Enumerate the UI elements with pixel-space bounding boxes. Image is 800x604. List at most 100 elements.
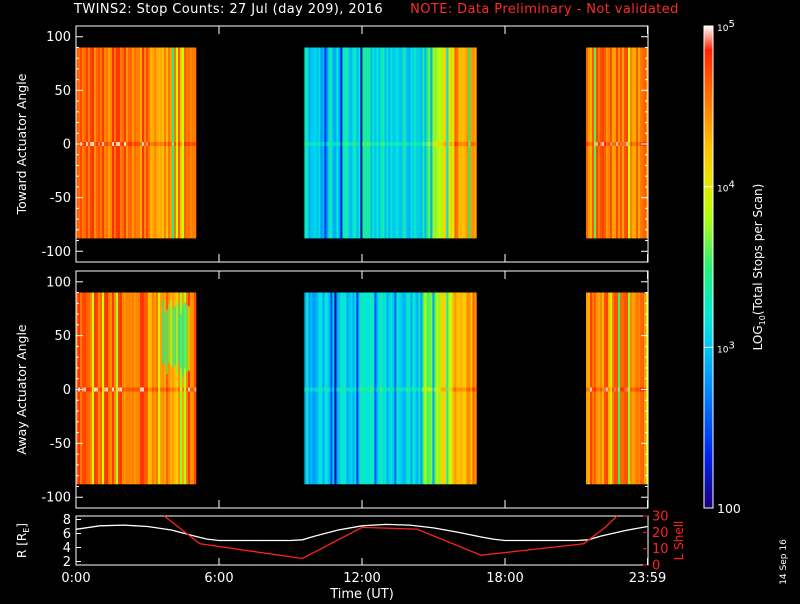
left-axis-label: R [RE] [15, 523, 31, 558]
heatmap-zero-band [446, 387, 449, 392]
heatmap-zero-band [406, 142, 409, 146]
heatmap-zero-band [328, 387, 331, 392]
heatmap-zero-band [360, 142, 363, 146]
heatmap-zero-band [352, 387, 355, 392]
heatmap-zero-band [328, 142, 331, 146]
heatmap-zero-band [404, 387, 407, 392]
heatmap-zero-band [146, 387, 149, 392]
heatmap-zero-band [458, 387, 461, 392]
heatmap-zero-band [628, 387, 631, 392]
heatmap-zero-band [130, 387, 133, 392]
heatmap-zero-band [152, 387, 155, 392]
heatmap-zero-band [150, 387, 153, 392]
heatmap-zero-band [606, 142, 609, 146]
heatmap-zero-band [166, 387, 169, 392]
heatmap-zero-band [108, 142, 111, 146]
heatmap-zero-band [432, 387, 435, 392]
heatmap-zero-band [602, 142, 605, 146]
heatmap-zero-band [152, 142, 155, 146]
left-tick-label: 4 [63, 541, 71, 556]
heatmap-zero-band [632, 142, 635, 146]
heatmap-texture [172, 308, 175, 368]
heatmap-zero-band [620, 387, 623, 392]
heatmap-zero-band [604, 142, 607, 146]
heatmap-zero-band [594, 387, 597, 392]
right-tick-label: 30 [652, 510, 669, 525]
heatmap-texture [186, 305, 189, 372]
y-tick-label: 50 [54, 329, 71, 344]
heatmap-zero-band [118, 387, 121, 392]
heatmap-zero-band [634, 142, 637, 146]
heatmap-zero-band [314, 387, 317, 392]
heatmap-zero-band [106, 142, 109, 146]
heatmap-zero-band [632, 387, 635, 392]
heatmap-zero-band [86, 142, 89, 146]
heatmap-zero-band [304, 142, 307, 146]
heatmap-zero-band [630, 387, 633, 392]
heatmap-zero-band [194, 142, 197, 146]
heatmap-zero-band [116, 387, 119, 392]
heatmap-zero-band [444, 142, 447, 146]
heatmap-zero-band [136, 142, 139, 146]
heatmap-segment-2 [304, 292, 477, 485]
heatmap-zero-band [454, 142, 457, 146]
heatmap-zero-band [370, 142, 373, 146]
heatmap-zero-band [462, 387, 465, 392]
heatmap-zero-band [424, 387, 427, 392]
heatmap-zero-band [174, 387, 177, 392]
heatmap-zero-band [180, 387, 183, 392]
heatmap-zero-band [110, 142, 113, 146]
heatmap-zero-band [110, 387, 113, 392]
heatmap-zero-band [322, 387, 325, 392]
heatmap-zero-band [470, 142, 473, 146]
y-axis-label-2: Away Actuator Angle [14, 324, 29, 455]
heatmap-zero-band [600, 142, 603, 146]
heatmap-zero-band [392, 142, 395, 146]
heatmap-zero-band [326, 142, 329, 146]
left-tick-label: 6 [63, 527, 71, 542]
heatmap-texture [188, 306, 191, 371]
heatmap-zero-band [588, 387, 591, 392]
heatmap-zero-band [142, 142, 145, 146]
heatmap-zero-band [126, 142, 129, 146]
heatmap-zero-band [104, 142, 107, 146]
heatmap-zero-band [162, 387, 165, 392]
heatmap-zero-band [122, 142, 125, 146]
heatmap-zero-band [148, 142, 151, 146]
heatmap-zero-band [150, 142, 153, 146]
heatmap-zero-band [118, 142, 121, 146]
heatmap-texture [164, 312, 167, 364]
heatmap-zero-band [612, 387, 615, 392]
heatmap-zero-band [132, 142, 135, 146]
heatmap-zero-band [452, 142, 455, 146]
heatmap-zero-band [456, 142, 459, 146]
y-tick-label: 100 [46, 30, 71, 45]
heatmap-texture [170, 299, 173, 366]
heatmap-zero-band [392, 387, 395, 392]
heatmap-zero-band [590, 387, 593, 392]
heatmap-zero-band [402, 142, 405, 146]
left-tick-label: 2 [63, 555, 71, 570]
heatmap-panel-2 [76, 271, 649, 508]
heatmap-zero-band [426, 142, 429, 146]
heatmap-zero-band [364, 387, 367, 392]
heatmap-zero-band [370, 387, 373, 392]
x-tick-label: 0:00 [61, 571, 90, 586]
heatmap-zero-band [638, 387, 641, 392]
left-tick-label: 8 [63, 513, 71, 528]
heatmap-zero-band [134, 142, 137, 146]
heatmap-zero-band [156, 142, 159, 146]
heatmap-zero-band [626, 142, 629, 146]
heatmap-zero-band [100, 142, 103, 146]
heatmap-zero-band [398, 142, 401, 146]
heatmap-texture [184, 302, 187, 369]
heatmap-zero-band [588, 142, 591, 146]
heatmap-texture [162, 300, 165, 365]
heatmap-segment-1 [76, 292, 197, 485]
heatmap-zero-band [634, 387, 637, 392]
heatmap-zero-band [350, 387, 353, 392]
heatmap-zero-band [380, 387, 383, 392]
heatmap-zero-band [154, 142, 157, 146]
heatmap-zero-band [434, 142, 437, 146]
heatmap-zero-band [388, 387, 391, 392]
